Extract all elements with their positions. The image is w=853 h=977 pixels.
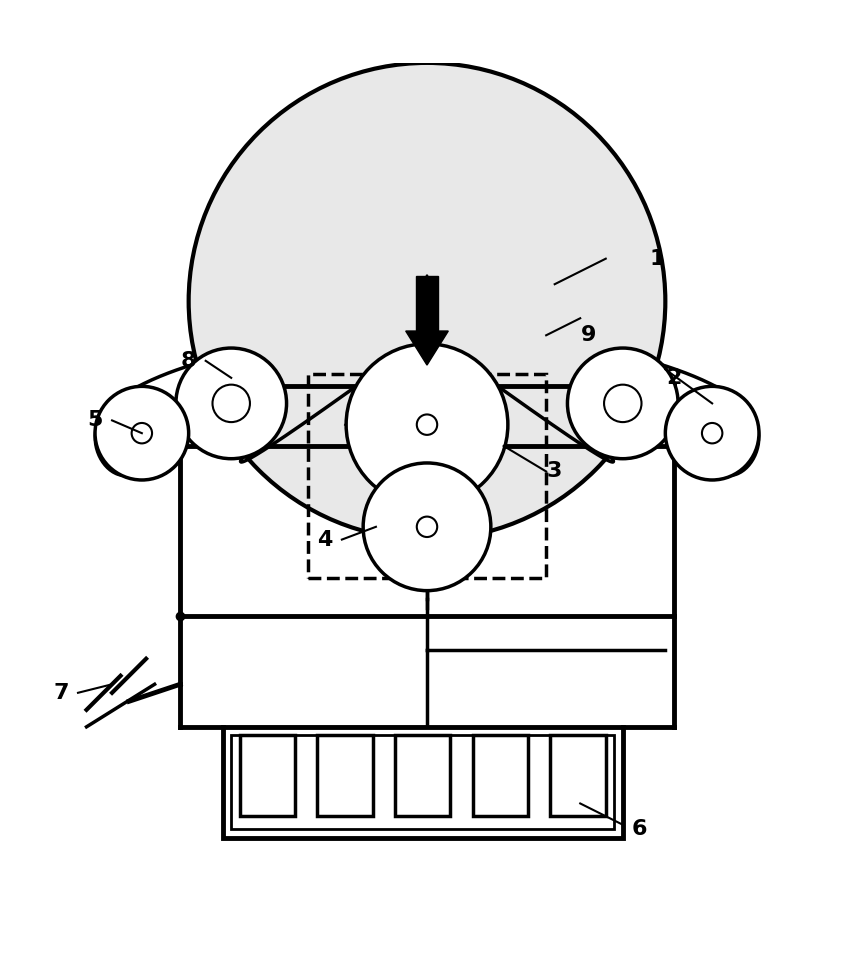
- Bar: [307, 373, 546, 577]
- Circle shape: [363, 463, 490, 591]
- Circle shape: [131, 423, 152, 444]
- Text: 1: 1: [648, 249, 664, 269]
- Text: 3: 3: [547, 461, 562, 482]
- Text: 8: 8: [181, 351, 196, 371]
- Circle shape: [603, 385, 641, 422]
- Polygon shape: [405, 331, 448, 365]
- Circle shape: [176, 348, 287, 459]
- Circle shape: [664, 386, 758, 480]
- Text: 2: 2: [665, 368, 681, 388]
- Text: 5: 5: [87, 410, 102, 431]
- Circle shape: [416, 414, 437, 435]
- Bar: [240, 736, 295, 816]
- Circle shape: [345, 344, 508, 505]
- Bar: [231, 736, 613, 829]
- Text: 9: 9: [580, 325, 595, 345]
- Circle shape: [416, 517, 437, 537]
- Text: 6: 6: [631, 819, 647, 839]
- Circle shape: [189, 63, 664, 539]
- Circle shape: [701, 423, 722, 444]
- Circle shape: [212, 385, 250, 422]
- Circle shape: [95, 386, 189, 480]
- Bar: [416, 276, 437, 331]
- Text: 7: 7: [53, 683, 68, 702]
- Text: 4: 4: [316, 530, 332, 550]
- Bar: [549, 736, 605, 816]
- Bar: [395, 736, 450, 816]
- Bar: [223, 727, 622, 837]
- Bar: [317, 736, 373, 816]
- Circle shape: [566, 348, 677, 459]
- Bar: [472, 736, 527, 816]
